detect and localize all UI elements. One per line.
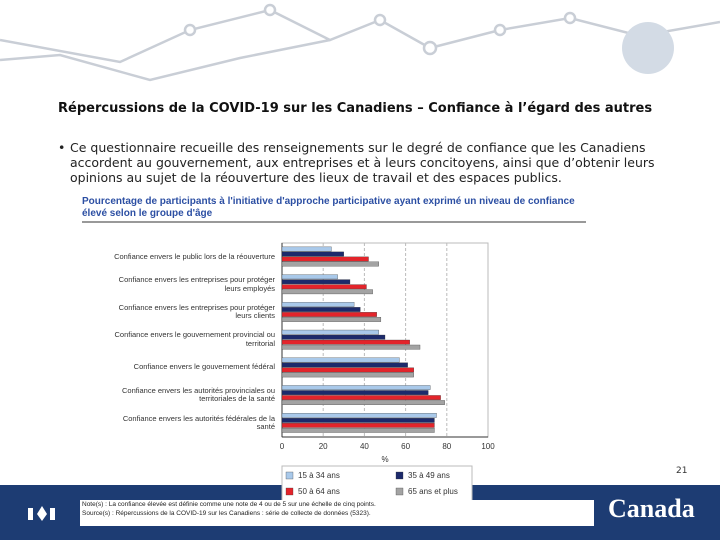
- bar: [281, 385, 431, 390]
- legend-label: 65 ans et plus: [408, 487, 458, 496]
- bar: [281, 307, 361, 312]
- notes: Note(s) : La confiance élevée est défini…: [80, 500, 594, 526]
- bar: [281, 251, 344, 257]
- bar: [281, 261, 379, 267]
- x-axis-label: %: [381, 455, 388, 464]
- x-tick-label: 80: [442, 442, 451, 451]
- category-label: Confiance envers les entreprises pour pr…: [118, 275, 275, 293]
- bar: [281, 367, 414, 373]
- slide-title: Répercussions de la COVID-19 sur les Can…: [58, 101, 653, 116]
- bar: [281, 329, 379, 335]
- category-label: Confiance envers les entreprises pour pr…: [118, 302, 275, 321]
- legend-label: 15 à 34 ans: [298, 471, 340, 480]
- legend-swatch: [395, 487, 404, 496]
- bar: [281, 289, 373, 295]
- note: Note(s) : La confiance élevée est défini…: [82, 501, 376, 508]
- legend-frame: [281, 465, 473, 503]
- bar: [281, 395, 441, 400]
- category-label: Confiance envers les autorités provincia…: [122, 385, 275, 404]
- category-label: Confiance envers le public lors de la ré…: [114, 251, 275, 261]
- bar: [281, 284, 367, 290]
- source: Source(s) : Répercussions de la COVID-19…: [82, 510, 371, 517]
- bar: [281, 357, 400, 363]
- bar: [281, 362, 408, 368]
- bar: [281, 279, 351, 285]
- legend-label: 35 à 49 ans: [408, 471, 450, 480]
- bar: [281, 344, 421, 350]
- legend-swatch: [285, 487, 294, 496]
- chart: 0 20 40 60 80 100% 15 à 34 ans 35 à 49 ans 50 à …: [280, 242, 495, 503]
- bullet-text: Ce questionnaire recueille des renseigne…: [70, 140, 655, 185]
- category-label: Confiance envers le gouvernement fédéral: [133, 362, 275, 372]
- x-tick-label: 60: [401, 442, 410, 451]
- bar: [281, 339, 410, 345]
- bar: [281, 390, 429, 395]
- x-tick-label: 100: [481, 442, 495, 451]
- page-number: 21: [676, 466, 688, 476]
- bullet: • Ce questionnaire recueille des renseign…: [58, 140, 668, 185]
- bar: [281, 312, 377, 317]
- category-label: Confiance envers le gouvernement provinc…: [114, 330, 275, 348]
- bar: [281, 334, 386, 340]
- chart-title: Pourcentage de participants à l'initiati…: [82, 196, 582, 220]
- bar: [281, 274, 338, 280]
- bar: [281, 256, 369, 262]
- flag-symbol: [28, 506, 55, 521]
- bar: [281, 427, 435, 433]
- legend-swatch: [285, 471, 294, 480]
- bar: [281, 246, 332, 252]
- x-tick-label: 0: [280, 442, 285, 451]
- bar: [281, 418, 435, 423]
- x-tick-label: 40: [360, 442, 369, 451]
- anniversary-emblem: [622, 22, 674, 74]
- bar: [281, 317, 382, 322]
- bar: [281, 302, 355, 307]
- bar: [281, 413, 437, 418]
- bar: [281, 400, 445, 405]
- legend-swatch: [395, 471, 404, 480]
- network-decoration: [0, 3, 720, 82]
- x-tick-label: 20: [319, 442, 328, 451]
- logo: Canada: [608, 494, 695, 523]
- bar: [281, 372, 414, 378]
- category-label: Confiance envers les autorités fédérales…: [122, 413, 275, 432]
- bar: [281, 422, 435, 428]
- legend-label: 50 à 64 ans: [298, 487, 340, 496]
